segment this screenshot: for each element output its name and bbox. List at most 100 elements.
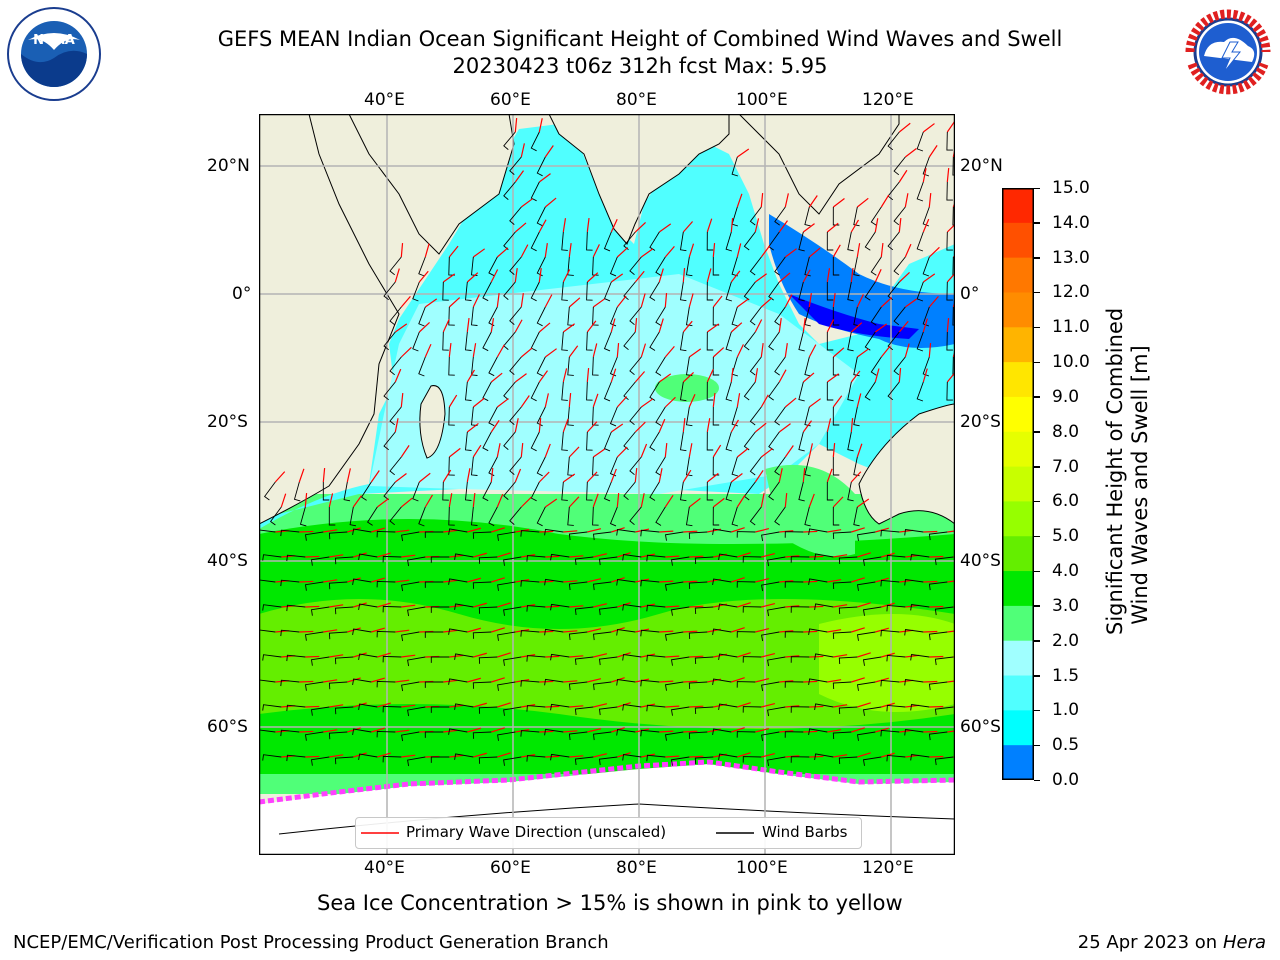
wave-direction-arrow bbox=[497, 552, 511, 558]
wave-direction-arrow bbox=[922, 273, 936, 283]
wave-direction-arrow bbox=[586, 368, 590, 383]
wave-direction-arrow bbox=[664, 495, 674, 508]
wind-barb bbox=[832, 731, 852, 740]
wind-barb bbox=[664, 631, 684, 641]
wave-direction-arrow bbox=[898, 122, 911, 133]
wave-direction-arrow bbox=[784, 343, 788, 358]
wave-direction-arrow bbox=[545, 655, 560, 658]
wind-barb bbox=[847, 231, 854, 252]
wind-barb bbox=[798, 331, 805, 352]
wind-barb bbox=[383, 481, 396, 501]
wave-direction-arrow bbox=[497, 602, 511, 608]
wind-barb bbox=[934, 656, 954, 666]
nws-logo bbox=[1178, 2, 1278, 102]
colorbar-band bbox=[1002, 362, 1034, 398]
wind-barb bbox=[430, 756, 450, 763]
lon-label-top-100e: 100°E bbox=[736, 90, 788, 110]
wave-direction-arrow bbox=[496, 344, 505, 358]
wave-direction-arrow bbox=[827, 729, 842, 733]
wind-barb bbox=[694, 606, 714, 615]
wind-barb bbox=[352, 628, 372, 635]
wind-barb bbox=[870, 256, 882, 276]
wave-direction-arrow bbox=[377, 652, 391, 658]
wind-barb bbox=[712, 506, 720, 526]
wave-direction-arrow bbox=[736, 447, 749, 458]
wave-direction-arrow bbox=[448, 493, 453, 508]
wave-direction-arrow bbox=[736, 344, 744, 358]
wave-direction-arrow bbox=[827, 679, 842, 683]
wind-barb bbox=[503, 606, 522, 616]
wave-direction-arrow bbox=[928, 246, 940, 258]
wind-barb bbox=[310, 756, 330, 766]
wave-direction-arrow bbox=[467, 727, 481, 733]
wind-barb bbox=[616, 628, 636, 636]
wind-barb bbox=[592, 406, 599, 426]
wave-direction-arrow bbox=[328, 493, 334, 508]
wave-direction-arrow bbox=[856, 443, 863, 458]
wind-barb bbox=[934, 556, 954, 566]
wind-barb bbox=[401, 631, 420, 642]
wave-direction-arrow bbox=[683, 530, 698, 533]
wind-barb bbox=[629, 406, 642, 426]
colorbar-band bbox=[1002, 605, 1034, 642]
wind-barb bbox=[358, 553, 378, 560]
wind-barb bbox=[383, 431, 396, 451]
wind-barb bbox=[655, 256, 666, 276]
wave-direction-arrow bbox=[538, 370, 548, 383]
wave-direction-arrow bbox=[401, 704, 416, 708]
wave-direction-arrow bbox=[394, 418, 399, 433]
wind-barb bbox=[358, 653, 378, 660]
wind-barb bbox=[454, 653, 474, 660]
ocean-patch-3m bbox=[655, 374, 719, 402]
wind-barb bbox=[310, 656, 330, 666]
wind-barb bbox=[838, 706, 858, 715]
wind-barb bbox=[761, 581, 780, 592]
wind-barb bbox=[725, 381, 733, 402]
wind-barb bbox=[804, 356, 811, 377]
wave-direction-legend-label: Primary Wave Direction (unscaled) bbox=[406, 823, 667, 841]
wind-barb bbox=[454, 603, 474, 610]
wind-barb bbox=[784, 731, 804, 738]
wind-barb bbox=[640, 579, 660, 587]
colorbar-tick-mark bbox=[1034, 257, 1040, 259]
wave-direction-arrow bbox=[664, 345, 675, 358]
wave-direction-arrow bbox=[562, 269, 571, 283]
wind-barb bbox=[670, 756, 690, 766]
wave-direction-arrow bbox=[424, 298, 438, 308]
wave-direction-arrow bbox=[544, 348, 557, 358]
wave-direction-arrow bbox=[610, 273, 624, 283]
wind-barb bbox=[706, 231, 714, 251]
wave-direction-arrow bbox=[688, 497, 701, 508]
wind-barb bbox=[718, 553, 738, 560]
colorbar-tick-mark bbox=[1034, 744, 1040, 747]
wind-barb bbox=[616, 528, 636, 536]
wave-direction-arrow bbox=[761, 703, 776, 708]
wind-barb bbox=[853, 206, 860, 227]
wave-direction-arrow bbox=[592, 343, 598, 358]
wind-barb bbox=[922, 356, 930, 377]
wave-direction-arrow bbox=[928, 295, 939, 308]
wave-direction-arrow bbox=[514, 319, 523, 333]
wind-barb bbox=[736, 531, 756, 538]
wave-direction-arrow bbox=[377, 602, 391, 608]
wind-barb bbox=[424, 631, 444, 638]
wave-direction-arrow bbox=[665, 555, 680, 558]
colorbar-band bbox=[1002, 710, 1034, 746]
wave-direction-arrow bbox=[322, 468, 326, 483]
wave-direction-arrow bbox=[754, 319, 763, 333]
wind-barb bbox=[448, 728, 468, 735]
colorbar-tick-label: 6.0 bbox=[1052, 491, 1080, 512]
footer-date: 25 Apr 2023 on bbox=[1077, 932, 1223, 953]
wind-barb bbox=[509, 206, 522, 225]
wind-barb bbox=[934, 706, 954, 716]
wave-direction-arrow bbox=[755, 578, 770, 583]
wave-direction-arrow bbox=[418, 472, 431, 483]
wave-direction-arrow bbox=[490, 420, 500, 433]
wind-barb bbox=[910, 703, 930, 711]
wave-direction-arrow bbox=[706, 268, 712, 283]
wave-direction-arrow bbox=[874, 323, 888, 333]
lat-label-left-60s: 60°S bbox=[207, 717, 248, 737]
wave-direction-arrow bbox=[904, 193, 909, 208]
wind-barb bbox=[471, 456, 478, 476]
wind-barb bbox=[862, 656, 882, 666]
